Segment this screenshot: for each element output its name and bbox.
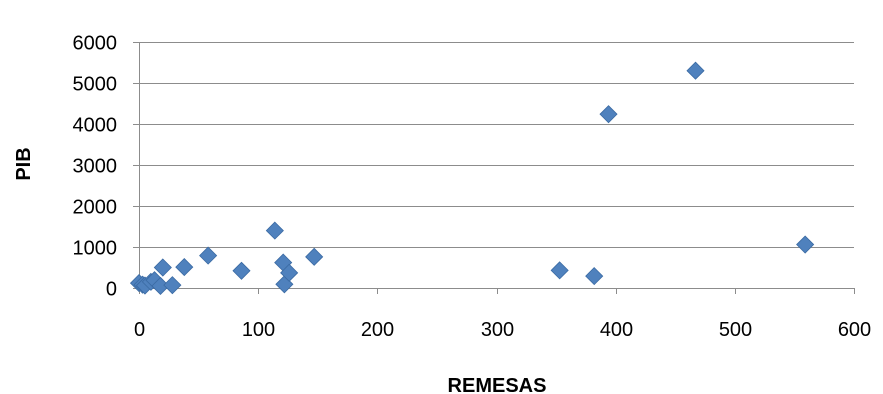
data-point-0-19	[686, 61, 705, 80]
gridlines	[139, 42, 854, 289]
x-tick-label-400: 400	[600, 319, 633, 341]
data-point-0-14	[280, 263, 299, 282]
y-axis-title: PIB	[13, 147, 35, 180]
data-points	[129, 61, 815, 296]
data-point-0-6	[153, 258, 172, 277]
data-point-0-10	[232, 261, 251, 280]
data-point-0-16	[550, 261, 569, 280]
data-point-0-18	[599, 105, 618, 124]
x-axis-title: REMESAS	[448, 375, 547, 394]
data-point-0-7	[163, 276, 182, 295]
data-point-0-11	[265, 221, 284, 240]
y-tick-label-2000: 2000	[73, 197, 118, 219]
y-tick-label-4000: 4000	[73, 115, 118, 137]
y-tick-label-5000: 5000	[73, 74, 118, 96]
data-point-0-15	[305, 247, 324, 266]
x-tick-label-300: 300	[481, 319, 514, 341]
x-tick-label-600: 600	[838, 319, 871, 341]
y-tick-label-3000: 3000	[73, 156, 118, 178]
y-tick-label-1000: 1000	[73, 238, 118, 260]
data-point-0-20	[796, 235, 815, 254]
tick-labels: 0 1000 2000 3000 4000 5000 6000 0 100 200 300 400 50…	[73, 33, 872, 342]
x-tick-label-200: 200	[361, 319, 394, 341]
x-tick-label-0: 0	[134, 319, 145, 341]
data-point-0-17	[585, 267, 604, 286]
y-tick-label-0: 0	[106, 279, 117, 301]
x-tick-label-500: 500	[719, 319, 752, 341]
axes	[133, 42, 855, 294]
data-point-0-8	[175, 258, 194, 277]
data-point-0-9	[199, 246, 218, 265]
y-tick-label-6000: 6000	[73, 33, 118, 55]
x-tick-label-100: 100	[242, 319, 275, 341]
